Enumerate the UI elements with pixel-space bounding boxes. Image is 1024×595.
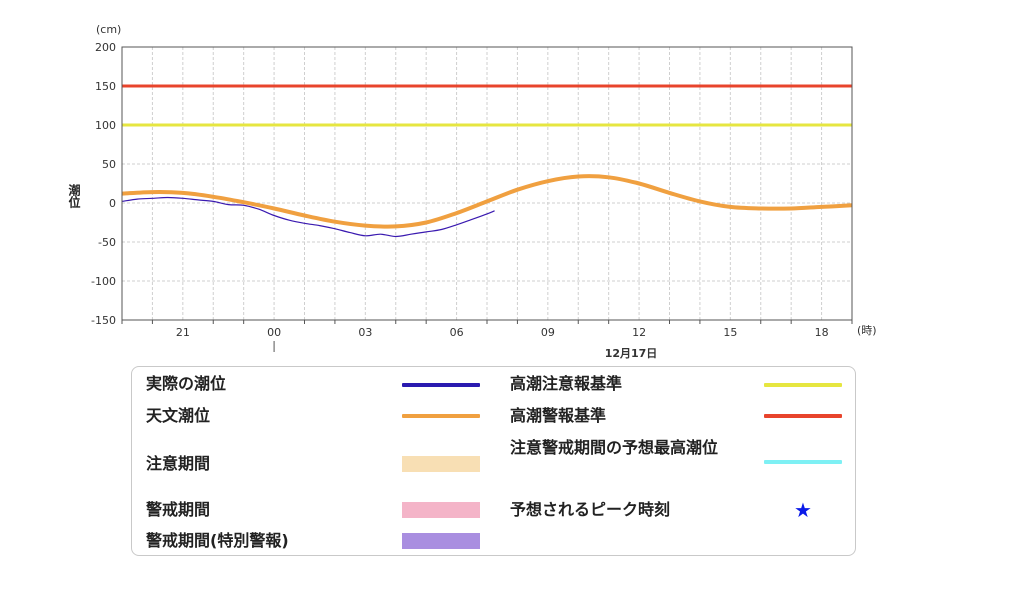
y-tick-label: 50 <box>102 158 116 171</box>
reference-lines <box>122 84 852 127</box>
legend-swatch-advisory-standard <box>764 383 842 387</box>
actual-tide-line <box>121 196 495 238</box>
legend-swatch-predicted-max-tide <box>764 460 842 464</box>
y-axis-unit: (cm) <box>96 23 121 36</box>
legend-swatch-astronomical-tide <box>402 414 480 418</box>
legend-label-actual-tide: 実際の潮位 <box>146 374 227 393</box>
plot-frame <box>121 46 853 321</box>
x-axis-unit: (時) <box>857 324 877 337</box>
y-tick-label: -100 <box>91 275 116 288</box>
x-tick-label: 15 <box>723 326 737 339</box>
legend: 実際の潮位 天文潮位 注意期間 警戒期間 警戒期間(特別警報) 高潮注意報基準 … <box>131 366 856 556</box>
legend-label-advisory-standard: 高潮注意報基準 <box>510 374 623 393</box>
y-tick-label: 150 <box>95 80 116 93</box>
legend-swatch-actual-tide <box>402 383 480 387</box>
legend-label-warning-period: 警戒期間 <box>146 500 211 519</box>
date-label: 12月17日 <box>605 347 658 360</box>
series-lines <box>121 174 853 238</box>
y-tick-label: 200 <box>95 41 116 54</box>
legend-swatch-special-warning-period <box>402 533 480 549</box>
legend-label-peak-time: 予想されるピーク時刻 <box>510 500 671 519</box>
tide-chart: (cm) 潮位 (時) 12月17日 200 150 100 50 0 -50 -100 -1… <box>67 23 877 360</box>
legend-swatch-caution-period <box>402 456 480 472</box>
grid <box>121 46 853 321</box>
y-axis-title: 潮位 <box>67 183 81 209</box>
x-tick-label: 21 <box>176 326 190 339</box>
legend-label-special-warning-period: 警戒期間(特別警報) <box>146 531 289 550</box>
y-tick-label: -150 <box>91 314 116 327</box>
x-tick-label: 12 <box>632 326 646 339</box>
legend-label-warning-standard: 高潮警報基準 <box>510 406 607 425</box>
x-tick-label: 06 <box>450 326 464 339</box>
legend-swatch-warning-period <box>402 502 480 518</box>
x-tick-label: 00 <box>267 326 281 339</box>
x-tick-label: 18 <box>815 326 829 339</box>
legend-swatch-warning-standard <box>764 414 842 418</box>
star-icon: ★ <box>794 498 812 522</box>
x-tick-label: 09 <box>541 326 555 339</box>
axes <box>121 46 853 352</box>
y-tick-label: -50 <box>98 236 116 249</box>
astronomical-tide-line <box>121 174 853 229</box>
y-tick-label: 0 <box>109 197 116 210</box>
x-tick-label: 03 <box>358 326 372 339</box>
tick-labels: 200 150 100 50 0 -50 -100 -150 21 00 03 06 09 12 15 18 <box>91 41 829 339</box>
legend-label-caution-period: 注意期間 <box>146 454 211 473</box>
legend-label-predicted-max-tide: 注意警戒期間の予想最高潮位 <box>510 438 719 457</box>
y-tick-label: 100 <box>95 119 116 132</box>
legend-label-astronomical-tide: 天文潮位 <box>146 406 211 425</box>
